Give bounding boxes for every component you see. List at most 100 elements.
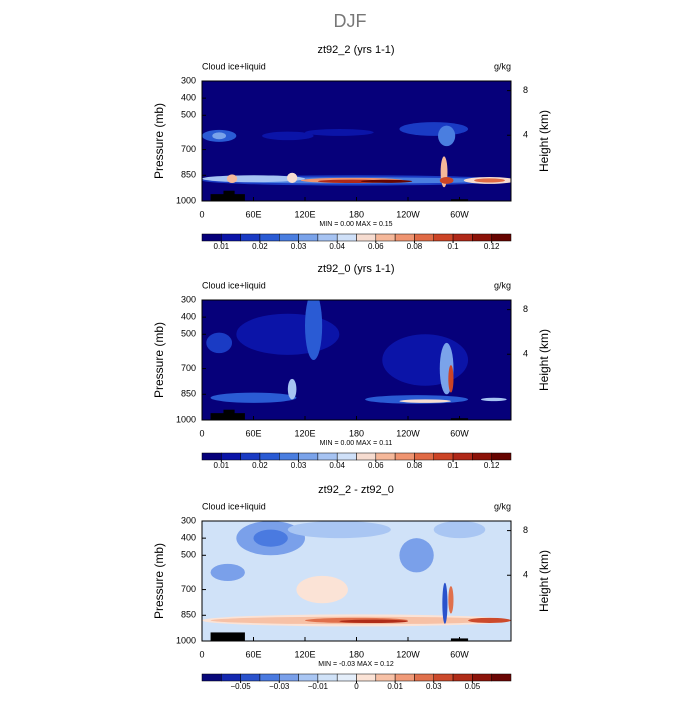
colorbar-box [279, 673, 299, 682]
x-tick-label: 0 [199, 649, 204, 659]
colorbar-box [317, 233, 338, 242]
y2-tick-label: 8 [523, 525, 528, 535]
colorbar-box [375, 233, 396, 242]
right-label: g/kg [494, 501, 511, 511]
y2-tick-label: 8 [523, 85, 528, 95]
x-tick-label: 0 [199, 428, 204, 438]
colorbar-box [414, 452, 434, 461]
field [202, 521, 511, 641]
colorbar-box [336, 233, 357, 242]
contour-fill [210, 563, 245, 582]
colorbar-box [394, 673, 415, 682]
contour-fill [305, 129, 374, 136]
y2-axis-label: Height (km) [537, 550, 551, 612]
x-tick-label: 120E [294, 649, 315, 659]
colorbar-box [259, 233, 280, 242]
colorbar-label: 0.12 [484, 242, 500, 251]
stats: MIN = 0.00 MAX = 0.15 [319, 221, 392, 228]
terrain [223, 409, 235, 420]
y-tick-label: 700 [181, 144, 196, 154]
colorbar-box [279, 233, 299, 242]
y-tick-label: 850 [181, 389, 196, 399]
colorbar-box [472, 673, 492, 682]
y-tick-label: 300 [181, 75, 196, 85]
colorbar-box [259, 452, 280, 461]
contour-fill [399, 122, 469, 136]
y-tick-label: 700 [181, 584, 196, 594]
x-tick-label: 120E [294, 209, 315, 219]
colorbar-box [433, 233, 454, 242]
y-tick-label: 500 [181, 550, 196, 560]
y-tick-label: 1000 [176, 195, 196, 205]
contour-fill [226, 174, 238, 183]
contour-fill [439, 177, 454, 184]
colorbar-box [394, 452, 415, 461]
contour-fill [442, 582, 448, 624]
y-tick-label: 850 [181, 610, 196, 620]
colorbar-box [452, 452, 473, 461]
y2-tick-label: 4 [523, 570, 528, 580]
y2-tick-label: 4 [523, 349, 528, 359]
contour-fill [236, 313, 340, 355]
colorbar-label: −0.01 [308, 682, 329, 691]
x-tick-label: 120W [396, 428, 420, 438]
contour-fill [339, 619, 408, 623]
y-tick-label: 300 [181, 294, 196, 304]
colorbar-box [433, 673, 454, 682]
colorbar-label: 0.01 [214, 242, 230, 251]
y-tick-label: 400 [181, 533, 196, 543]
colorbar-box [356, 452, 377, 461]
x-tick-label: 180 [349, 428, 364, 438]
contour-fill [468, 617, 511, 624]
right-label: g/kg [494, 61, 511, 71]
panel-title: zt92_2 - zt92_0 [318, 484, 394, 496]
contour-fill [448, 365, 454, 393]
contour-fill [399, 399, 451, 403]
x-tick-label: 120W [396, 209, 420, 219]
y2-axis-label: Height (km) [537, 329, 551, 391]
y2-tick-label: 8 [523, 304, 528, 314]
contour-fill [212, 132, 227, 140]
x-tick-label: 60E [245, 649, 261, 659]
field [202, 300, 511, 420]
colorbar-box [201, 673, 222, 682]
y-tick-label: 700 [181, 363, 196, 373]
panel: zt92_0 (yrs 1-1) Cloud ice+liquid g/kg 0 60E… [152, 263, 551, 470]
colorbar-box [298, 452, 319, 461]
x-tick-label: 60E [245, 428, 261, 438]
colorbar-box [472, 452, 492, 461]
contour-fill [382, 334, 469, 386]
colorbar-label: 0.06 [368, 461, 384, 470]
colorbar-label: 0.08 [407, 461, 423, 470]
colorbar-label: 0.03 [291, 242, 307, 251]
terrain [210, 632, 245, 641]
colorbar-label: 0 [354, 682, 359, 691]
colorbar-box [259, 673, 280, 682]
contour-fill [399, 538, 434, 573]
colorbar-box [433, 452, 454, 461]
y2-tick-label: 4 [523, 130, 528, 140]
colorbar-box [452, 233, 473, 242]
field [202, 81, 511, 201]
colorbar-label: 0.02 [252, 461, 268, 470]
colorbar-box [414, 673, 434, 682]
panel: zt92_2 (yrs 1-1) Cloud ice+liquid g/kg 0 60E… [152, 44, 551, 251]
colorbar-box [452, 673, 473, 682]
colorbar-box [221, 673, 241, 682]
colorbar-label: 0.01 [387, 682, 403, 691]
y2-axis-label: Height (km) [537, 110, 551, 172]
x-tick-label: 120W [396, 649, 420, 659]
colorbar-label: 0.12 [484, 461, 500, 470]
colorbar-box [201, 233, 222, 242]
colorbar-box [491, 673, 512, 682]
colorbar-label: 0.1 [448, 461, 460, 470]
contour-fill [438, 125, 456, 147]
x-tick-label: 120E [294, 428, 315, 438]
colorbar-label: 0.03 [291, 461, 307, 470]
contour-fill [433, 521, 486, 539]
contour-fill [474, 178, 505, 183]
panel-title: zt92_2 (yrs 1-1) [317, 44, 394, 56]
colorbar-box [414, 233, 434, 242]
right-label: g/kg [494, 280, 511, 290]
